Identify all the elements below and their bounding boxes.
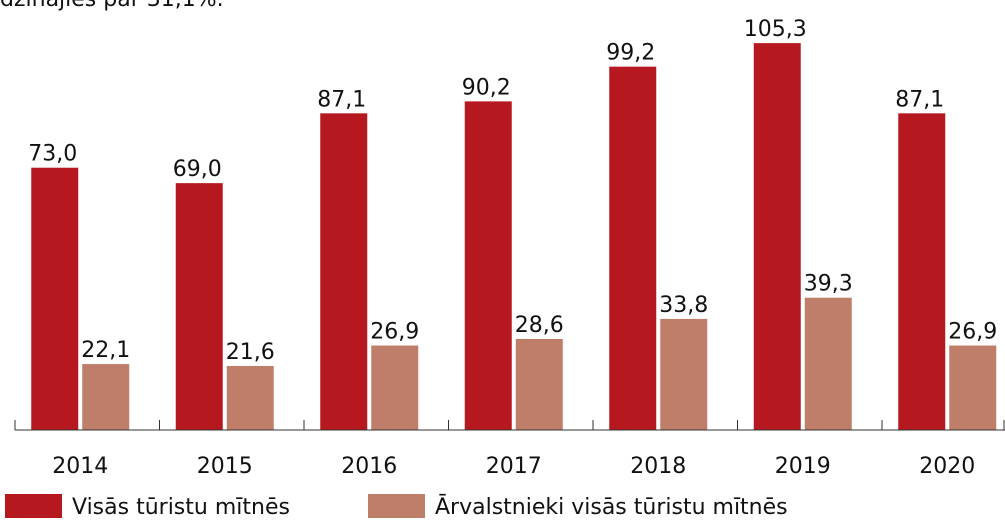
x-tick-label: 2018 [630, 454, 686, 479]
x-tick-label: 2015 [197, 454, 253, 479]
value-label: 28,6 [515, 313, 564, 338]
x-tick-label: 2017 [486, 454, 542, 479]
value-label: 39,3 [804, 272, 853, 297]
legend-swatch [5, 494, 62, 518]
value-label: 21,6 [226, 340, 275, 365]
bar [371, 345, 419, 430]
x-tick-label: 2016 [341, 454, 397, 479]
value-label: 73,0 [28, 142, 77, 167]
x-tick-label: 2020 [919, 454, 975, 479]
x-tick-label: 2014 [52, 454, 108, 479]
bar [753, 43, 801, 430]
value-label: 87,1 [895, 87, 944, 112]
value-label: 26,9 [370, 320, 419, 345]
bar [226, 365, 274, 430]
legend-swatch [368, 494, 425, 518]
bar [609, 66, 657, 431]
bar [660, 318, 708, 430]
bar [898, 113, 946, 430]
bar [175, 183, 223, 430]
legend-label: Visās tūristu mītnēs [72, 495, 290, 520]
bar [515, 338, 563, 430]
value-label: 26,9 [948, 320, 997, 345]
value-label: 22,1 [81, 338, 130, 363]
value-label: 69,0 [173, 157, 222, 182]
legend-label: Ārvalstnieki visās tūristu mītnēs [435, 495, 788, 520]
value-label: 33,8 [659, 293, 708, 318]
bar [949, 345, 997, 430]
value-label: 99,2 [606, 41, 655, 66]
value-label: 105,3 [744, 17, 807, 42]
bar [464, 101, 512, 430]
x-tick-label: 2019 [775, 454, 831, 479]
bar [320, 113, 368, 430]
value-label: 87,1 [317, 87, 366, 112]
bar [82, 364, 130, 430]
value-label: 90,2 [462, 75, 511, 100]
chart-subtitle: dzinājies par 31,1%. [0, 0, 224, 12]
bar [31, 167, 79, 430]
bar [804, 297, 852, 430]
